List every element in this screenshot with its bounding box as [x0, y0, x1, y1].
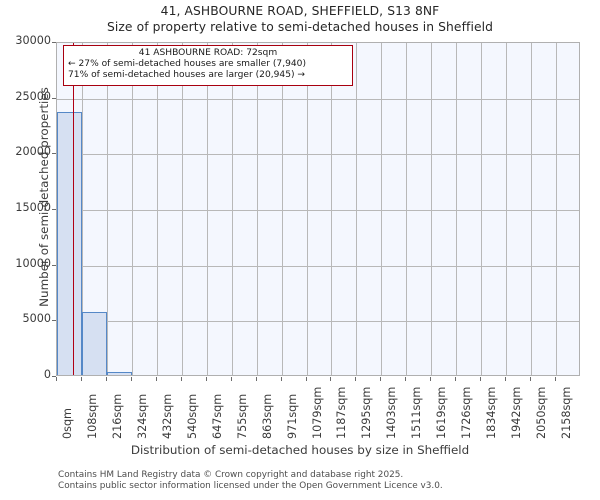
x-axis-tick-label: 432sqm: [160, 393, 174, 439]
x-axis-tick-label: 1079sqm: [310, 386, 324, 439]
gridline-vertical: [556, 43, 558, 375]
gridline-vertical: [306, 43, 308, 375]
y-axis-tick-mark: [52, 42, 56, 43]
x-axis-tick-label: 1726sqm: [460, 386, 474, 439]
x-axis-tick-mark: [155, 377, 157, 381]
gridline-vertical: [106, 43, 108, 375]
x-axis-tick-label: 1942sqm: [510, 386, 524, 439]
gridline-vertical: [456, 43, 458, 375]
x-axis-tick-mark: [180, 377, 182, 381]
x-axis-tick-mark: [280, 377, 282, 381]
chart-title-primary: 41, ASHBOURNE ROAD, SHEFFIELD, S13 8NF: [160, 4, 440, 18]
x-axis-tick-mark: [230, 377, 232, 381]
gridline-vertical: [281, 43, 283, 375]
x-axis-tick-label: 755sqm: [235, 393, 249, 439]
y-axis-tick-label: 30000: [15, 34, 51, 47]
x-axis-tick-label: 2158sqm: [560, 386, 574, 439]
x-axis-tick-mark: [380, 377, 382, 381]
x-axis-tick-mark: [455, 377, 457, 381]
x-axis-tick-mark: [530, 377, 532, 381]
x-axis-tick-mark: [405, 377, 407, 381]
histogram-bar: [106, 371, 132, 375]
y-axis-label: Number of semi-detached properties: [37, 87, 51, 307]
x-axis-tick-mark: [56, 377, 57, 381]
x-axis-tick-label: 647sqm: [210, 393, 224, 439]
x-axis-tick-mark: [355, 377, 357, 381]
y-axis-tick-mark: [52, 376, 56, 377]
histogram-bar: [57, 112, 82, 375]
gridline-vertical: [431, 43, 433, 375]
x-axis-tick-label: 0sqm: [61, 408, 74, 439]
gridline-vertical: [406, 43, 408, 375]
gridline-vertical: [256, 43, 258, 375]
gridline-horizontal: [57, 321, 579, 323]
x-axis-tick-label: 540sqm: [185, 393, 199, 439]
x-axis-tick-label: 1619sqm: [435, 386, 449, 439]
y-axis-tick-mark: [52, 320, 56, 322]
gridline-vertical: [481, 43, 483, 375]
y-axis-tick-label: 20000: [15, 145, 51, 159]
property-annotation-box: 41 ASHBOURNE ROAD: 72sqm ← 27% of semi-d…: [63, 45, 353, 86]
y-axis-tick-mark: [52, 97, 56, 99]
footer-line-1: Contains HM Land Registry data © Crown c…: [58, 470, 404, 480]
x-axis-tick-label: 863sqm: [260, 393, 274, 439]
gridline-vertical: [131, 43, 133, 375]
footer-line-2: Contains public sector information licen…: [58, 480, 443, 491]
x-axis-label: Distribution of semi-detached houses by …: [130, 443, 470, 457]
gridline-horizontal: [57, 265, 579, 267]
gridline-horizontal: [57, 98, 579, 100]
y-axis-tick-label: 15000: [15, 201, 51, 214]
x-axis-tick-label: 324sqm: [135, 393, 149, 439]
gridline-vertical: [381, 43, 383, 375]
gridline-horizontal: [57, 210, 579, 211]
annotation-larger-row: 71% of semi-detached houses are larger (…: [68, 70, 306, 81]
y-axis-tick-mark: [52, 209, 56, 210]
y-axis-tick-label: 25000: [15, 89, 51, 103]
x-axis-tick-mark: [305, 377, 307, 381]
annotation-heading: 41 ASHBOURNE ROAD: 72sqm: [138, 48, 278, 58]
x-axis-tick-mark: [80, 377, 82, 381]
gridline-vertical: [156, 43, 158, 375]
x-axis-tick-mark: [255, 377, 257, 381]
x-axis-tick-mark: [480, 377, 482, 381]
x-axis-tick-mark: [505, 377, 507, 381]
gridline-vertical: [231, 43, 233, 375]
y-axis-tick-mark: [52, 264, 56, 266]
gridline-vertical: [531, 43, 533, 375]
x-axis-tick-label: 1403sqm: [385, 386, 399, 439]
x-axis-tick-label: 216sqm: [110, 393, 124, 439]
x-axis-tick-label: 1834sqm: [485, 386, 499, 439]
histogram-bar: [81, 312, 107, 375]
chart-title-block: 41, ASHBOURNE ROAD, SHEFFIELD, S13 8NF S…: [0, 3, 600, 35]
attribution-footer: Contains HM Land Registry data © Crown c…: [58, 470, 443, 491]
x-axis-tick-label: 108sqm: [85, 393, 99, 439]
x-axis-tick-label: 2050sqm: [535, 386, 549, 439]
y-axis-tick-mark: [52, 153, 56, 155]
x-axis-tick-mark: [430, 377, 432, 381]
y-axis-tick-label: 10000: [15, 256, 51, 270]
x-axis-tick-mark: [330, 377, 332, 381]
x-axis-tick-mark: [555, 377, 557, 381]
gridline-vertical: [331, 43, 333, 375]
gridline-vertical: [81, 43, 83, 375]
gridline-vertical: [206, 43, 208, 375]
y-axis-tick-label: 0: [43, 368, 51, 381]
gridline-vertical: [181, 43, 183, 375]
plot-area: [56, 42, 580, 376]
x-axis-tick-mark: [205, 377, 207, 381]
gridline-vertical: [506, 43, 508, 375]
chart-title-secondary: Size of property relative to semi-detach…: [106, 20, 494, 34]
x-axis-tick-mark: [105, 377, 107, 381]
x-axis-tick-mark: [130, 377, 132, 381]
gridline-vertical: [356, 43, 358, 375]
property-size-marker-line: [72, 43, 75, 375]
y-axis-tick-label: 5000: [22, 312, 51, 326]
x-axis-tick-label: 1295sqm: [360, 386, 374, 439]
annotation-smaller-row: ← 27% of semi-detached houses are smalle…: [68, 59, 307, 70]
x-axis-tick-label: 1187sqm: [335, 386, 349, 439]
x-axis-tick-label: 971sqm: [285, 393, 299, 439]
gridline-horizontal: [57, 154, 579, 156]
x-axis-tick-label: 1511sqm: [410, 386, 424, 439]
